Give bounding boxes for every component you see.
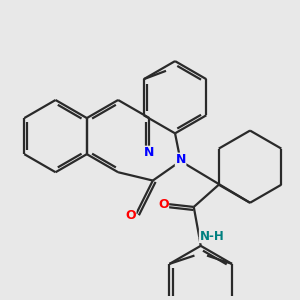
- Text: N: N: [144, 146, 154, 159]
- Text: N: N: [176, 153, 186, 166]
- Text: O: O: [158, 198, 169, 211]
- Text: O: O: [125, 209, 136, 222]
- Text: N-H: N-H: [200, 230, 224, 243]
